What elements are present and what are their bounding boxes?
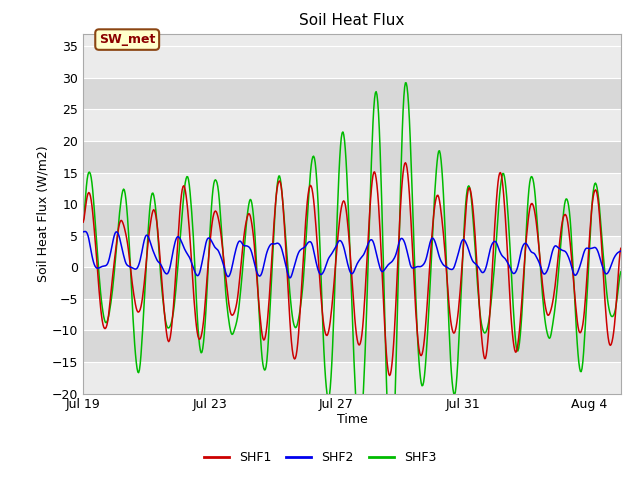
X-axis label: Time: Time bbox=[337, 413, 367, 426]
Bar bbox=[83, 78, 621, 109]
Bar bbox=[83, 267, 621, 299]
Bar bbox=[83, 362, 621, 394]
Text: SW_met: SW_met bbox=[99, 33, 156, 46]
Bar bbox=[83, 236, 621, 267]
Title: Soil Heat Flux: Soil Heat Flux bbox=[300, 13, 404, 28]
Y-axis label: Soil Heat Flux (W/m2): Soil Heat Flux (W/m2) bbox=[36, 145, 49, 282]
Bar bbox=[83, 172, 621, 204]
Bar bbox=[83, 299, 621, 330]
Bar bbox=[83, 46, 621, 78]
Bar bbox=[83, 141, 621, 172]
Legend: SHF1, SHF2, SHF3: SHF1, SHF2, SHF3 bbox=[199, 446, 441, 469]
Bar bbox=[83, 330, 621, 362]
Bar bbox=[83, 204, 621, 236]
Bar bbox=[83, 109, 621, 141]
